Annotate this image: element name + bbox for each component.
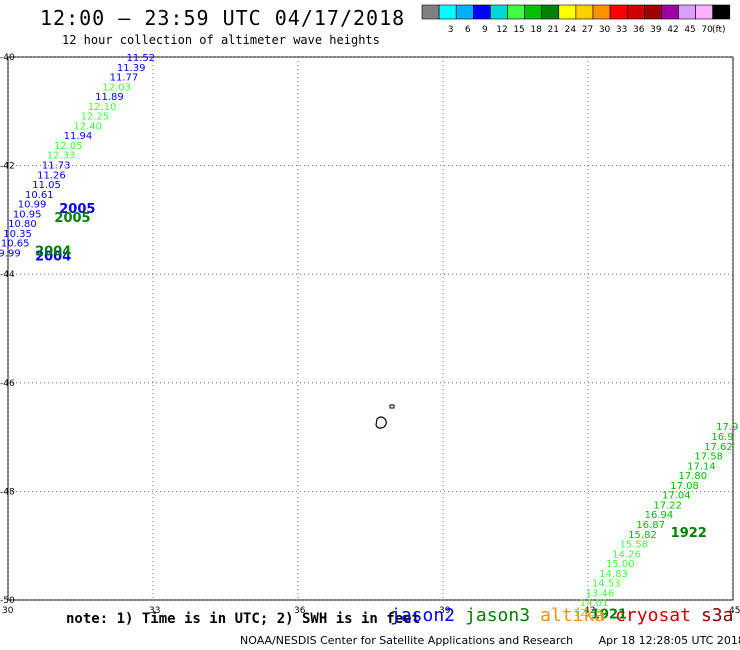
wave-height-observation: 16.94: [645, 510, 674, 521]
island-outline: [375, 416, 387, 429]
wave-height-observation: 17.08: [670, 481, 699, 492]
wave-height-observation: 15.58: [620, 540, 649, 551]
legend-swatch: [712, 4, 731, 20]
credit-line: NOAA/NESDIS Center for Satellite Applica…: [240, 634, 740, 647]
wave-height-observation: 11.77: [110, 73, 139, 84]
legend-label: 15: [513, 25, 524, 35]
wave-height-observation: 12.05: [54, 141, 83, 152]
longitude-tick-label: 42: [584, 606, 595, 616]
wave-height-observation: 16.9: [711, 432, 733, 443]
satellite-jason2: jason2: [390, 605, 456, 626]
pass-time-label: 2004: [35, 244, 71, 259]
wave-height-observation: 15.00: [606, 559, 635, 570]
legend-label: 45: [684, 25, 695, 35]
latitude-tick-label: -42: [0, 162, 15, 172]
legend-label: 21: [548, 25, 559, 35]
longitude-tick-label: 39: [439, 606, 451, 616]
longitude-tick-label: 45: [729, 606, 740, 616]
wave-height-observation: 11.52: [127, 53, 156, 64]
satellite-legend: jason2 jason3 altika cryosat s3a: [390, 605, 740, 626]
legend-label: 6: [465, 25, 471, 35]
wave-height-observation: 12.33: [574, 608, 603, 619]
wave-height-observation: 17.80: [678, 471, 707, 482]
wave-height-observation: 11.94: [64, 131, 93, 142]
latitude-tick-label: -44: [0, 270, 15, 280]
legend-label: 27: [582, 25, 593, 35]
legend-label: 12: [496, 25, 507, 35]
longitude-tick-label: 33: [149, 606, 160, 616]
satellite-cryosat: cryosat: [615, 605, 691, 626]
pass-time-label: 2005: [54, 211, 90, 226]
wave-height-observation: 10.80: [8, 219, 37, 230]
legend-label: 9: [482, 25, 488, 35]
footer-note: note: 1) Time is in UTC; 2) SWH is in fe…: [66, 611, 421, 627]
satellite-s3a: s3a: [700, 605, 734, 626]
wave-height-observation: 10.65: [1, 239, 30, 250]
credit-organization: NOAA/NESDIS Center for Satellite Applica…: [240, 634, 574, 647]
wave-height-observation: 10.95: [13, 209, 42, 220]
legend-label: 42: [667, 25, 678, 35]
island-outline: [389, 404, 395, 409]
longitude-tick-label: 30: [2, 606, 14, 616]
latitude-tick-label: -46: [0, 379, 15, 389]
wave-height-observation: 17.9: [716, 422, 738, 433]
legend-label: 3: [448, 25, 454, 35]
wave-height-observation: 11.05: [32, 180, 61, 191]
wave-height-observation: 17.22: [653, 500, 682, 511]
latitude-tick-label: -48: [0, 487, 15, 497]
wave-height-observation: 13.46: [586, 588, 615, 599]
wave-height-observation: 17.62: [704, 442, 733, 453]
latitude-tick-label: -40: [0, 53, 15, 63]
legend-unit: (ft): [712, 25, 726, 35]
wave-height-observation: 9.99: [0, 248, 21, 259]
wave-height-observation: 14.01: [580, 598, 609, 609]
chart-subtitle: 12 hour collection of altimeter wave hei…: [62, 33, 380, 47]
pass-time-label: 2005: [59, 202, 95, 217]
chart-title: 12:00 – 23:59 UTC 04/17/2018: [40, 6, 406, 30]
wave-height-observation: 10.99: [18, 200, 47, 211]
credit-timestamp: Apr 18 12:28:05 UTC 2018: [598, 634, 740, 647]
wave-height-observation: 12.03: [102, 82, 131, 93]
wave-height-observation: 15.82: [628, 530, 657, 541]
legend-label: 18: [530, 25, 542, 35]
legend-label: 70: [701, 25, 713, 35]
wave-height-observation: 10.35: [3, 229, 32, 240]
latitude-tick-label: -50: [0, 596, 15, 606]
legend-label: 39: [650, 25, 662, 35]
legend-label: 30: [599, 25, 611, 35]
wave-height-observation: 11.73: [42, 161, 71, 172]
wave-height-observation: 17.58: [694, 452, 723, 463]
wave-height-observation: 12.40: [73, 121, 102, 132]
satellite-altika: altika: [540, 605, 606, 626]
wave-height-observation: 17.14: [687, 461, 716, 472]
pass-time-label: 1921: [591, 608, 627, 623]
wave-height-observation: 12.25: [81, 112, 110, 123]
legend-label: 24: [565, 25, 577, 35]
wave-height-observation: 14.83: [599, 569, 628, 580]
wave-height-observation: 14.26: [612, 549, 641, 560]
legend-label: 33: [616, 25, 627, 35]
wave-height-observation: 16.87: [636, 520, 665, 531]
legend-label: 36: [633, 25, 645, 35]
map-frame: [7, 56, 734, 601]
pass-time-label: 2004: [35, 250, 71, 265]
wave-height-observation: 11.89: [95, 92, 124, 103]
wave-height-observation: 11.26: [37, 170, 66, 181]
wave-height-observation: 12.33: [47, 151, 76, 162]
wave-height-observation: 11.39: [117, 63, 146, 74]
color-scale-legend: 3 6 9 12 15 18 21 24 27 30 33 36 39 42 45 70 (ft): [421, 4, 731, 35]
wave-height-observation: 17.04: [662, 491, 691, 502]
wave-height-observation: 14.53: [592, 579, 621, 590]
longitude-tick-label: 36: [294, 606, 306, 616]
wave-height-observation: 12.10: [88, 102, 117, 113]
pass-time-label: 1922: [671, 526, 707, 541]
wave-height-observation: 10.61: [25, 190, 54, 201]
satellite-jason3: jason3: [465, 605, 531, 626]
